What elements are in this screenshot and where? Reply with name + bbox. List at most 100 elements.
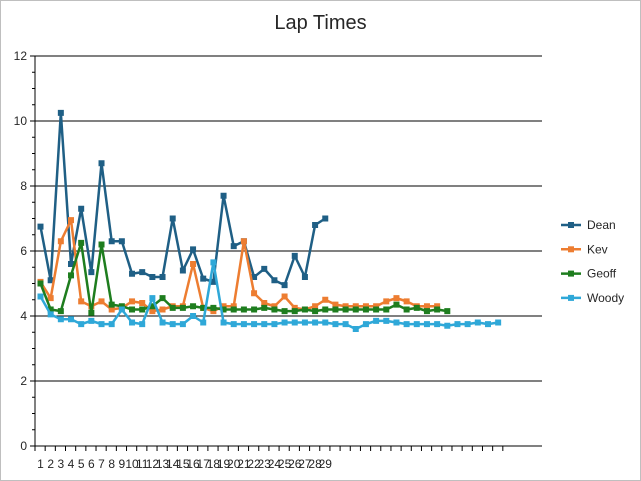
y-tick-label: 10 — [14, 114, 28, 128]
data-point — [179, 304, 186, 311]
data-point — [159, 295, 166, 302]
x-tick-label: 24 — [268, 457, 282, 471]
data-point — [37, 280, 44, 287]
data-point — [68, 261, 75, 267]
data-point — [434, 306, 441, 313]
x-tick-label: 19 — [217, 457, 231, 471]
data-point — [464, 321, 471, 328]
data-point — [281, 308, 288, 315]
data-point — [108, 238, 115, 245]
data-point — [403, 321, 410, 328]
data-point — [159, 274, 166, 280]
y-tick-label: 4 — [20, 309, 27, 323]
data-point — [169, 215, 176, 222]
data-point — [362, 306, 369, 313]
data-point — [220, 303, 227, 310]
data-point — [393, 295, 400, 302]
data-point — [322, 296, 329, 303]
data-point — [200, 319, 207, 326]
legend-label: Geoff — [587, 267, 617, 281]
data-point — [444, 308, 451, 315]
data-point — [362, 321, 369, 328]
data-point — [230, 243, 237, 250]
legend-label: Woody — [587, 291, 624, 305]
y-tick-label: 0 — [20, 439, 27, 453]
x-tick-label: 27 — [298, 457, 312, 471]
data-point — [373, 303, 380, 310]
data-point — [210, 308, 217, 315]
data-point — [68, 217, 75, 224]
data-point — [332, 321, 339, 328]
data-point — [108, 301, 115, 308]
data-point — [88, 309, 95, 316]
x-tick-label: 8 — [108, 457, 115, 471]
legend-marker — [568, 294, 574, 301]
data-point — [240, 321, 247, 328]
data-point — [322, 215, 329, 222]
legend-marker — [568, 222, 574, 228]
x-tick-label: 13 — [156, 457, 170, 471]
data-point — [312, 222, 319, 228]
chart-title: Lap Times — [274, 12, 367, 34]
data-point — [261, 321, 268, 328]
data-point — [108, 306, 115, 313]
data-point — [444, 322, 451, 329]
x-tick-label: 14 — [166, 457, 180, 471]
data-point — [139, 306, 146, 313]
data-point — [373, 317, 380, 324]
data-point — [251, 321, 258, 328]
data-point — [332, 301, 339, 308]
data-point — [352, 306, 359, 313]
data-point — [159, 306, 166, 313]
data-point — [342, 303, 349, 310]
data-point — [47, 277, 54, 284]
data-point — [261, 265, 268, 272]
data-point — [169, 321, 176, 328]
data-point — [281, 293, 288, 300]
data-point — [169, 304, 176, 311]
data-point — [129, 319, 136, 326]
data-point — [210, 259, 217, 266]
data-point — [322, 319, 329, 326]
data-point — [179, 321, 186, 328]
x-tick-label: 29 — [319, 457, 333, 471]
data-point — [37, 293, 44, 300]
data-point — [149, 303, 156, 310]
data-point — [68, 272, 75, 279]
data-point — [342, 321, 349, 328]
x-tick-label: 20 — [227, 457, 241, 471]
data-point — [291, 319, 298, 326]
legend-label: Kev — [587, 242, 608, 256]
data-point — [423, 308, 430, 315]
data-point — [474, 319, 481, 326]
data-point — [200, 304, 207, 311]
data-point — [190, 246, 197, 253]
data-point — [78, 321, 85, 328]
data-point — [383, 317, 390, 324]
data-point — [149, 274, 156, 280]
data-point — [301, 274, 308, 280]
data-point — [240, 306, 247, 313]
data-point — [78, 298, 85, 305]
data-point — [149, 308, 156, 315]
data-point — [57, 316, 64, 323]
data-point — [98, 298, 105, 305]
data-point — [383, 298, 390, 305]
x-tick-label: 1 — [37, 457, 44, 471]
x-tick-label: 10 — [125, 457, 139, 471]
data-point — [230, 303, 237, 310]
data-point — [271, 277, 278, 284]
data-point — [190, 303, 197, 310]
data-point — [118, 238, 125, 245]
data-point — [434, 303, 441, 310]
data-point — [423, 303, 430, 310]
data-point — [57, 308, 64, 315]
x-tick-label: 22 — [247, 457, 261, 471]
data-point — [210, 278, 217, 285]
data-point — [352, 326, 359, 332]
data-point — [118, 303, 125, 310]
x-tick-label: 23 — [258, 457, 272, 471]
data-point — [230, 306, 237, 313]
data-point — [98, 160, 105, 167]
x-tick-label: 9 — [119, 457, 126, 471]
